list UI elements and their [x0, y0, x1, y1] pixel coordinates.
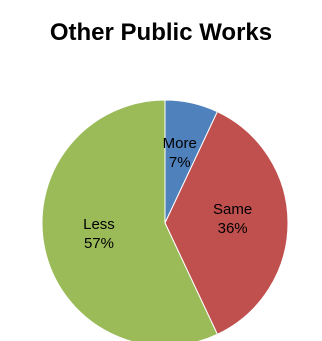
pie-labels: More 7% Same 36% Less 57% [83, 135, 252, 252]
slice-value-same: 36% [218, 220, 248, 237]
slice-label-more: More [163, 135, 197, 152]
pie-slices [41, 99, 289, 341]
pie-slice-same [164, 111, 289, 335]
slice-value-less: 57% [84, 235, 114, 252]
slice-value-more: 7% [169, 154, 191, 171]
chart-title: Other Public Works [50, 19, 272, 46]
slice-label-less: Less [83, 216, 115, 233]
pie-slice-less [41, 99, 219, 341]
slice-label-same: Same [213, 201, 252, 218]
